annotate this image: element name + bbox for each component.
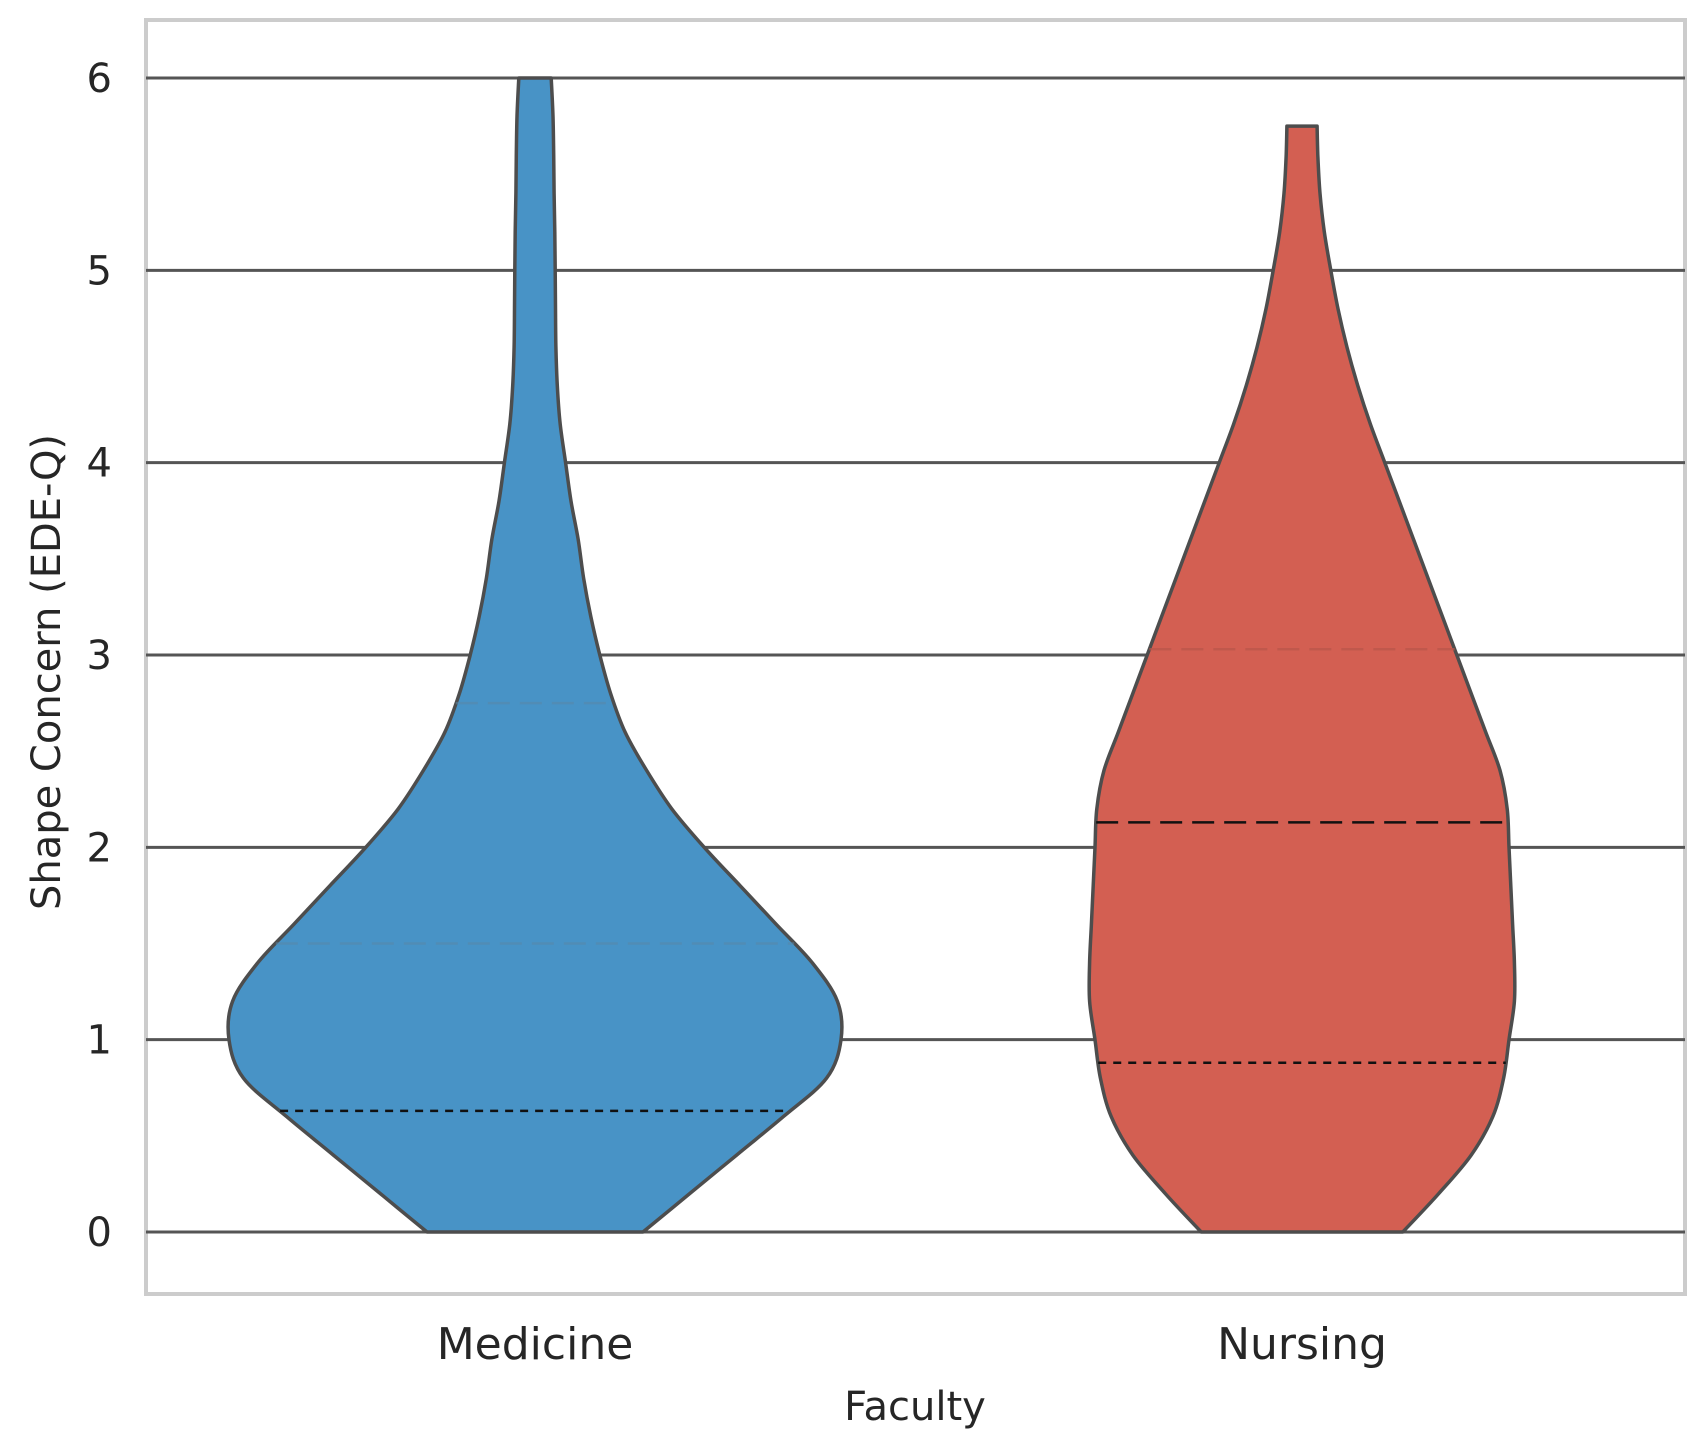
- y-tick-labels: 0 1 2 3 4 5 6: [87, 56, 112, 1256]
- x-tick-label-medicine: Medicine: [437, 1319, 634, 1370]
- y-tick-label: 2: [87, 825, 112, 871]
- y-tick-label: 0: [87, 1210, 112, 1256]
- y-tick-label: 3: [87, 633, 112, 679]
- y-tick-label: 1: [87, 1018, 112, 1064]
- y-tick-label: 6: [87, 56, 112, 102]
- y-tick-label: 4: [87, 441, 112, 487]
- violins: [226, 76, 1517, 1234]
- x-axis-title: Faculty: [844, 1384, 986, 1430]
- y-tick-label: 5: [87, 248, 112, 294]
- x-tick-label-nursing: Nursing: [1217, 1319, 1387, 1370]
- violin-nursing: [1087, 124, 1517, 1234]
- x-tick-labels: Medicine Nursing: [437, 1319, 1387, 1370]
- y-axis-title: Shape Concern (EDE-Q): [24, 434, 70, 910]
